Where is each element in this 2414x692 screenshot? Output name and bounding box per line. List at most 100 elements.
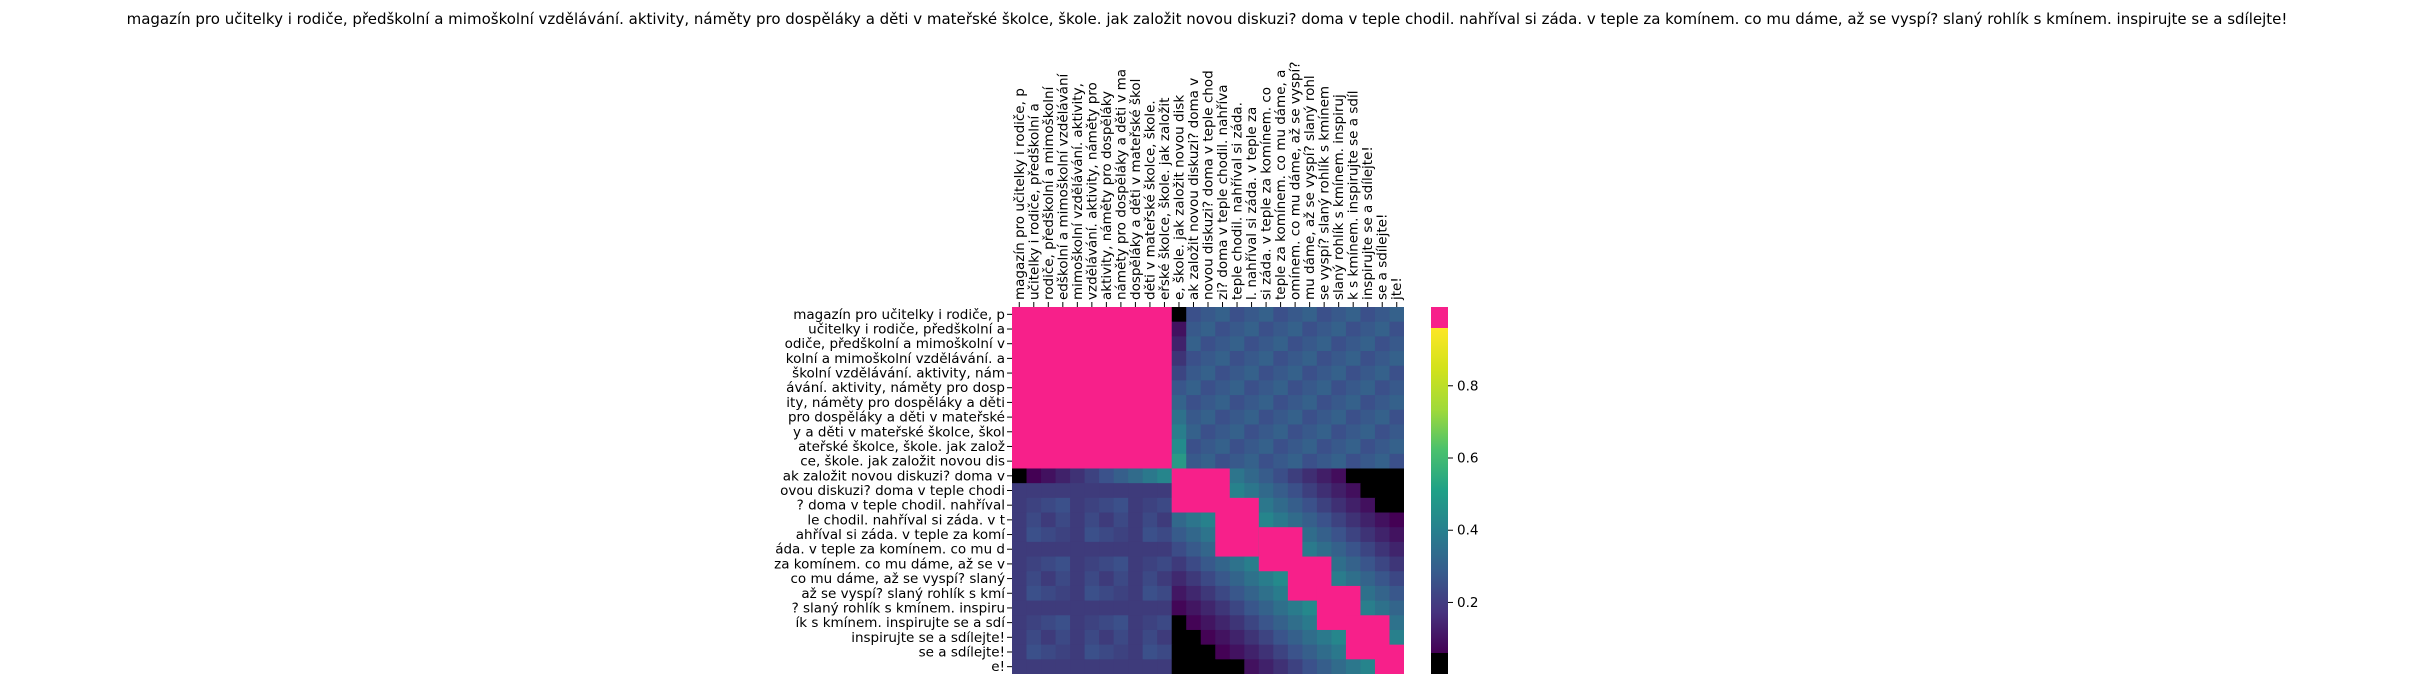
heatmap-cell bbox=[1157, 659, 1173, 674]
heatmap-cell bbox=[1258, 424, 1274, 440]
heatmap-cell bbox=[1041, 659, 1057, 674]
heatmap-cell bbox=[1142, 483, 1158, 499]
y-tick-label: školní vzdělávání. aktivity, nám bbox=[792, 366, 1005, 382]
chart-title: magazín pro učitelky i rodiče, předškoln… bbox=[127, 10, 2288, 28]
heatmap-cell bbox=[1186, 629, 1202, 646]
heatmap-cell bbox=[1374, 468, 1391, 484]
heatmap-cell bbox=[1215, 424, 1231, 440]
heatmap-cell bbox=[1316, 453, 1333, 470]
heatmap-cell bbox=[1258, 380, 1274, 396]
heatmap-cell bbox=[1287, 615, 1303, 631]
heatmap-cell bbox=[1229, 644, 1245, 660]
x-tick-label: inspirujte se a sdílejte! bbox=[1360, 146, 1376, 300]
heatmap-block bbox=[1374, 644, 1404, 674]
heatmap-area bbox=[1012, 307, 1404, 674]
heatmap-cell bbox=[1316, 439, 1333, 455]
heatmap-cell bbox=[1229, 307, 1245, 323]
heatmap-cell bbox=[1389, 556, 1404, 572]
heatmap-cell bbox=[1287, 629, 1303, 646]
heatmap-cell bbox=[1041, 556, 1057, 572]
colorbar-gradient bbox=[1431, 328, 1448, 653]
heatmap-cell bbox=[1360, 468, 1376, 484]
heatmap-cell bbox=[1012, 527, 1028, 543]
y-tick-label: áda. v teple za komínem. co mu d bbox=[775, 542, 1005, 558]
heatmap-cell bbox=[1215, 439, 1231, 455]
heatmap-cell bbox=[1302, 336, 1318, 352]
heatmap-cell bbox=[1186, 600, 1202, 616]
heatmap-cell bbox=[1258, 336, 1274, 352]
heatmap-cell bbox=[1302, 659, 1318, 674]
heatmap-cell bbox=[1302, 351, 1318, 367]
heatmap-cell bbox=[1244, 556, 1260, 572]
heatmap-cell bbox=[1374, 321, 1391, 337]
heatmap-cell bbox=[1026, 615, 1042, 631]
heatmap-cell bbox=[1331, 351, 1347, 367]
heatmap-cell bbox=[1099, 541, 1115, 558]
heatmap-cell bbox=[1142, 556, 1158, 572]
heatmap-cell bbox=[1128, 541, 1144, 558]
heatmap-cell bbox=[1360, 571, 1376, 587]
heatmap-cell bbox=[1331, 497, 1347, 514]
heatmap-cell bbox=[1244, 424, 1260, 440]
heatmap-cell bbox=[1099, 468, 1115, 484]
heatmap-cell bbox=[1128, 527, 1144, 543]
heatmap-cell bbox=[1360, 365, 1376, 381]
heatmap-cell bbox=[1200, 336, 1216, 352]
heatmap-cell bbox=[1200, 453, 1216, 470]
heatmap-cell bbox=[1273, 453, 1289, 470]
heatmap-cell bbox=[1142, 497, 1158, 514]
heatmap-cell bbox=[1128, 629, 1144, 646]
heatmap-cell bbox=[1374, 453, 1391, 470]
heatmap-cell bbox=[1171, 321, 1187, 337]
heatmap-cell bbox=[1316, 527, 1333, 543]
heatmap-cell bbox=[1287, 380, 1303, 396]
x-tick-label: k s kmínem. inspirujte se a sdíl bbox=[1346, 91, 1362, 300]
heatmap-cell bbox=[1200, 380, 1216, 396]
heatmap-cell bbox=[1302, 365, 1318, 381]
heatmap-cell bbox=[1258, 351, 1274, 367]
heatmap-cell bbox=[1389, 527, 1404, 543]
heatmap-cell bbox=[1215, 395, 1231, 411]
x-tick-label: edškolní a mimoškolní vzdělávání bbox=[1055, 73, 1071, 300]
y-tick-label: le chodil. nahříval si záda. v t bbox=[807, 512, 1005, 528]
heatmap-cell bbox=[1171, 556, 1187, 572]
x-tick-label: se vyspí? slaný rohlík s kmínem bbox=[1317, 86, 1333, 300]
heatmap-cell bbox=[1026, 556, 1042, 572]
heatmap-cell bbox=[1215, 600, 1231, 616]
heatmap-cell bbox=[1244, 409, 1260, 426]
heatmap-cell bbox=[1331, 453, 1347, 470]
heatmap-cell bbox=[1113, 585, 1129, 602]
heatmap-cell bbox=[1026, 659, 1042, 674]
heatmap-cell bbox=[1026, 541, 1042, 558]
heatmap-cell bbox=[1360, 541, 1376, 558]
heatmap-cell bbox=[1200, 556, 1216, 572]
heatmap-cell bbox=[1055, 497, 1071, 514]
heatmap-cell bbox=[1186, 571, 1202, 587]
heatmap-cell bbox=[1302, 615, 1318, 631]
heatmap-cell bbox=[1389, 365, 1404, 381]
y-tick-label: ity, náměty pro dospěláky a děti bbox=[786, 395, 1005, 411]
heatmap-cell bbox=[1360, 336, 1376, 352]
heatmap-cell bbox=[1374, 571, 1391, 587]
heatmap-cell bbox=[1041, 468, 1057, 484]
x-tick-label: novou diskuzi? doma v teple chod bbox=[1201, 70, 1217, 300]
heatmap-cell bbox=[1244, 659, 1260, 674]
heatmap-cell bbox=[1055, 468, 1071, 484]
heatmap-cell bbox=[1389, 307, 1404, 323]
heatmap-cell bbox=[1200, 600, 1216, 616]
heatmap-cell bbox=[1157, 571, 1173, 587]
heatmap-cell bbox=[1389, 468, 1404, 484]
heatmap-cell bbox=[1055, 483, 1071, 499]
heatmap-cell bbox=[1142, 512, 1158, 528]
heatmap-cell bbox=[1142, 468, 1158, 484]
heatmap-cell bbox=[1084, 659, 1100, 674]
heatmap-cell bbox=[1244, 321, 1260, 337]
heatmap-cell bbox=[1113, 644, 1129, 660]
heatmap-cell bbox=[1026, 585, 1042, 602]
heatmap-cell bbox=[1215, 409, 1231, 426]
heatmap-cell bbox=[1229, 395, 1245, 411]
heatmap-cell bbox=[1113, 527, 1129, 543]
heatmap-cell bbox=[1360, 527, 1376, 543]
heatmap-cell bbox=[1273, 644, 1289, 660]
heatmap-cell bbox=[1012, 512, 1028, 528]
